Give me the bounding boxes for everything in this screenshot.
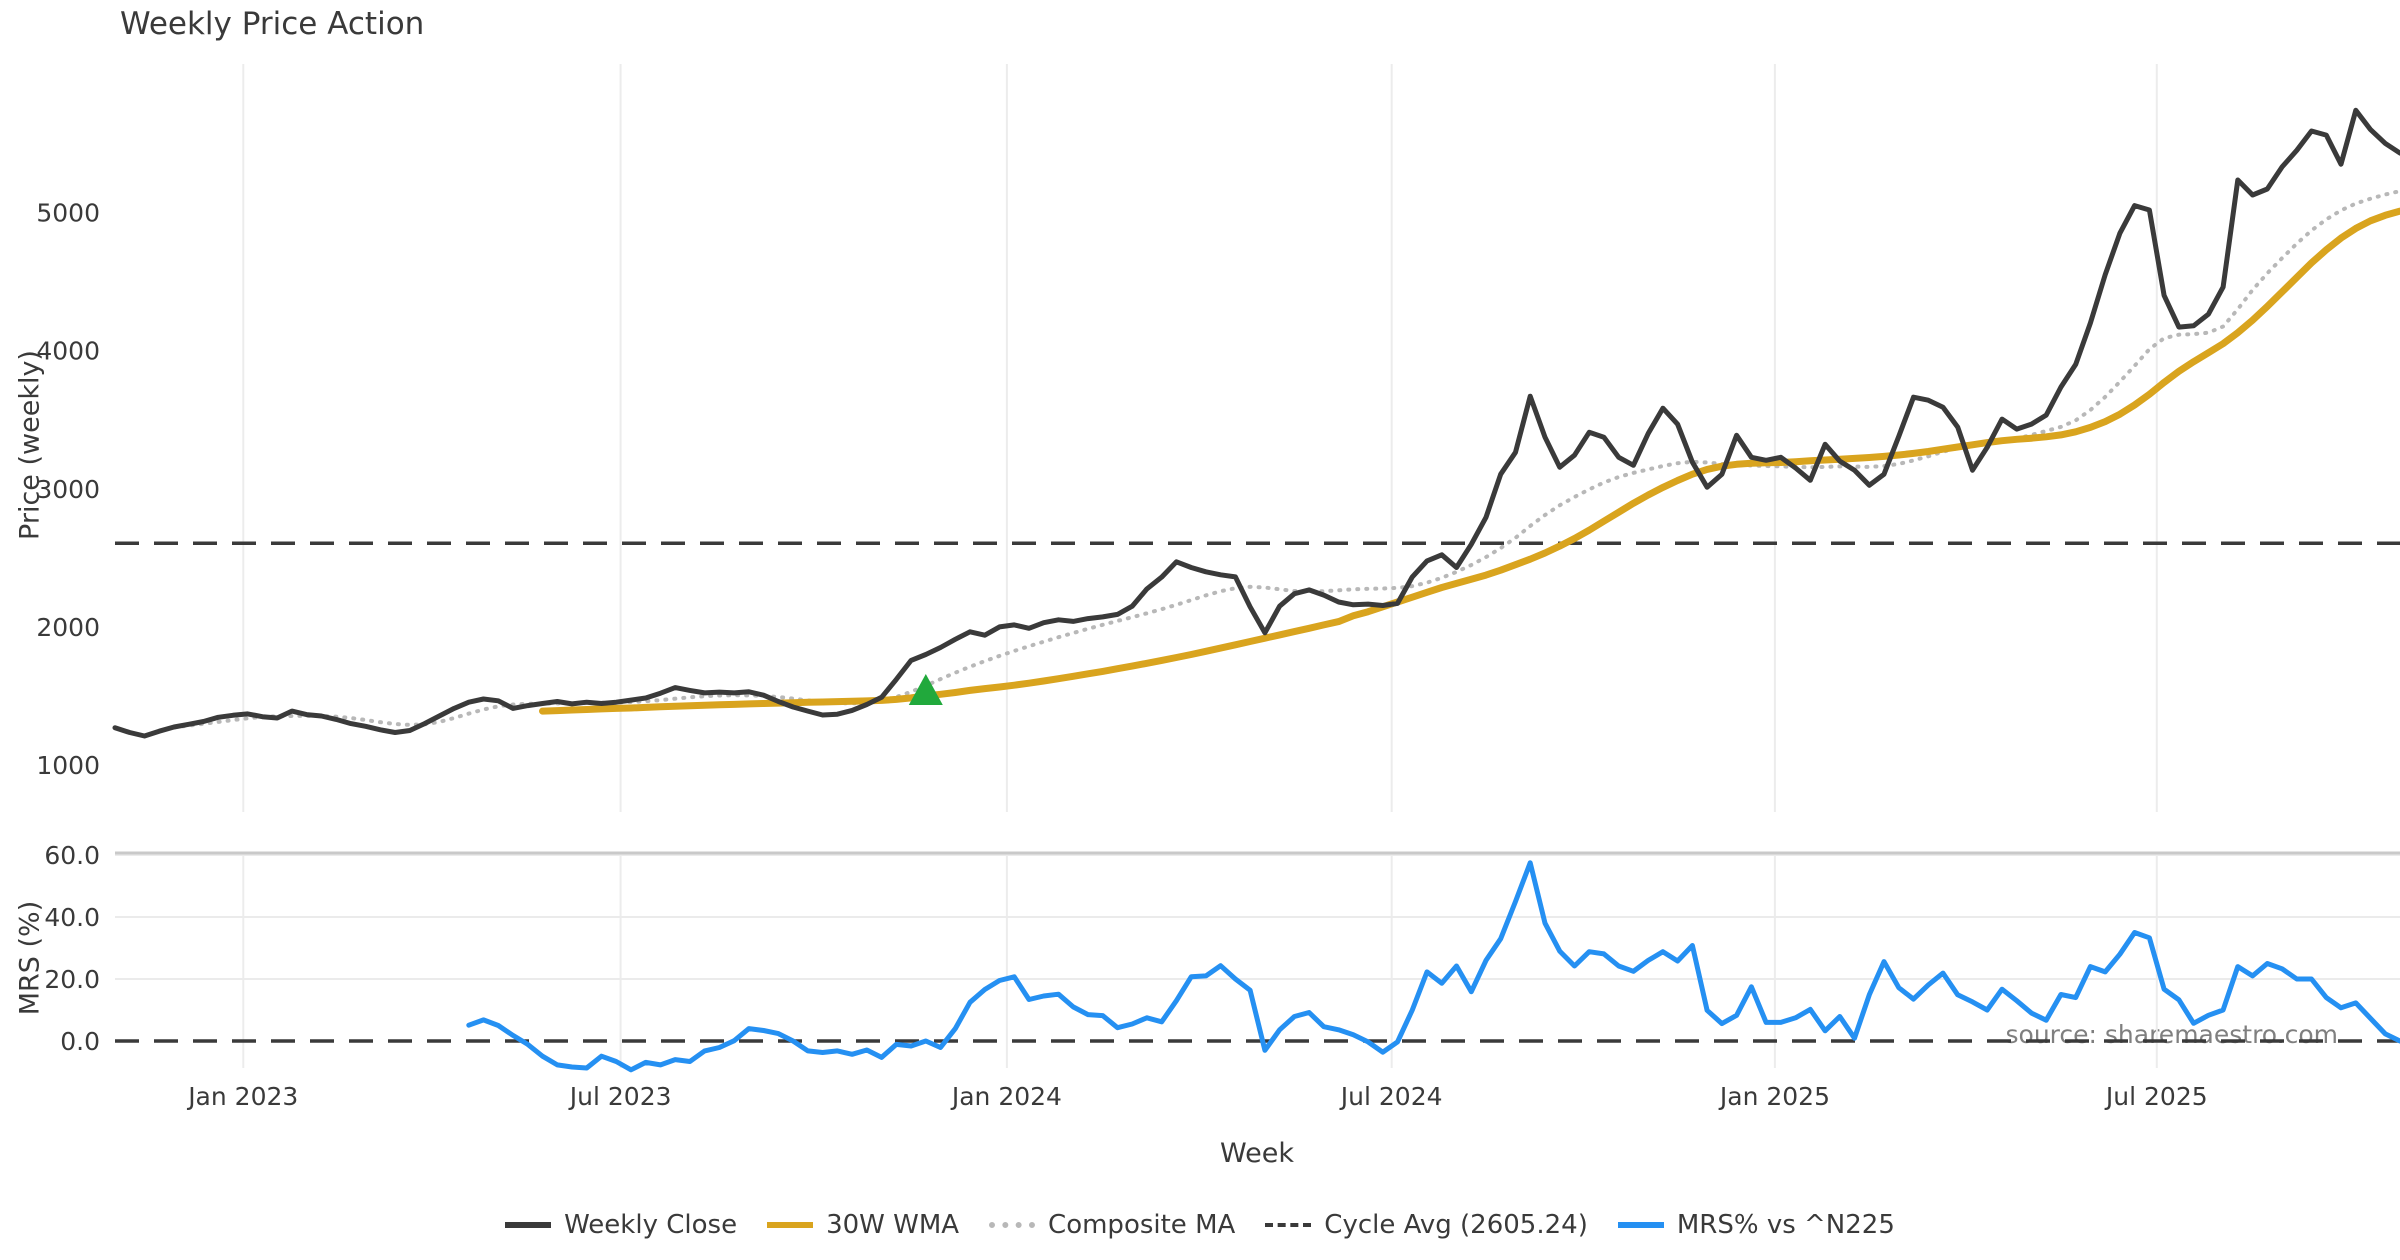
- x-tick-label: Jul 2024: [1339, 1082, 1443, 1111]
- price-axis-title: Price (weekly): [14, 350, 46, 540]
- wma-line-swatch: [767, 1222, 814, 1228]
- buy-signal-triangle-icon: [908, 673, 943, 705]
- mrs-tick-label: 20.0: [44, 965, 100, 994]
- mrs-tick-label: 40.0: [44, 903, 100, 932]
- legend-label-weekly-close: Weekly Close: [564, 1210, 738, 1240]
- composite-ma-line-swatch: [989, 1222, 1036, 1228]
- x-tick-label: Jan 2025: [1718, 1082, 1830, 1111]
- mrs-tick-label: 0.0: [60, 1027, 100, 1056]
- legend-label-cycle-avg: Cycle Avg (2605.24): [1324, 1210, 1588, 1240]
- x-tick-label: Jul 2023: [568, 1082, 672, 1111]
- price-tick-label: 1000: [36, 751, 100, 780]
- series-mrs: [466, 860, 2400, 1073]
- mrs-tick-label: 60.0: [44, 841, 100, 870]
- price-tick-label: 2000: [36, 613, 100, 642]
- legend-item-cycle-avg: Cycle Avg (2605.24): [1265, 1210, 1588, 1240]
- cycle-avg-line-swatch: [1265, 1223, 1312, 1227]
- x-tick-label: Jul 2025: [2104, 1082, 2208, 1111]
- legend-item-30w-wma: 30W WMA: [767, 1210, 959, 1240]
- price-tick-label: 5000: [36, 199, 100, 228]
- series-30w-wma: [539, 207, 2400, 715]
- x-tick-label: Jan 2024: [950, 1082, 1062, 1111]
- weekly-close-line-swatch: [505, 1222, 552, 1228]
- chart-title: Weekly Price Action: [120, 6, 425, 42]
- legend-item-weekly-close: Weekly Close: [505, 1210, 737, 1240]
- chart-legend: Weekly Close 30W WMA Composite MA Cycle …: [0, 1210, 2400, 1240]
- price-tick-label: 3000: [36, 475, 100, 504]
- series-weekly-close: [112, 107, 2400, 739]
- legend-label-30w-wma: 30W WMA: [826, 1210, 960, 1240]
- price-tick-label: 4000: [36, 337, 100, 366]
- x-axis-title: Week: [1220, 1138, 1294, 1169]
- mrs-axis-title: MRS (%): [14, 900, 46, 1016]
- mrs-line-swatch: [1617, 1222, 1664, 1228]
- legend-item-mrs: MRS% vs ^N225: [1617, 1210, 1895, 1240]
- x-tick-label: Jan 2023: [186, 1082, 298, 1111]
- source-watermark: source: sharemaestro.com: [2005, 1020, 2339, 1049]
- legend-item-composite-ma: Composite MA: [989, 1210, 1235, 1240]
- series-composite-ma: [172, 189, 2400, 730]
- legend-label-mrs: MRS% vs ^N225: [1676, 1210, 1895, 1240]
- legend-label-composite-ma: Composite MA: [1048, 1210, 1236, 1240]
